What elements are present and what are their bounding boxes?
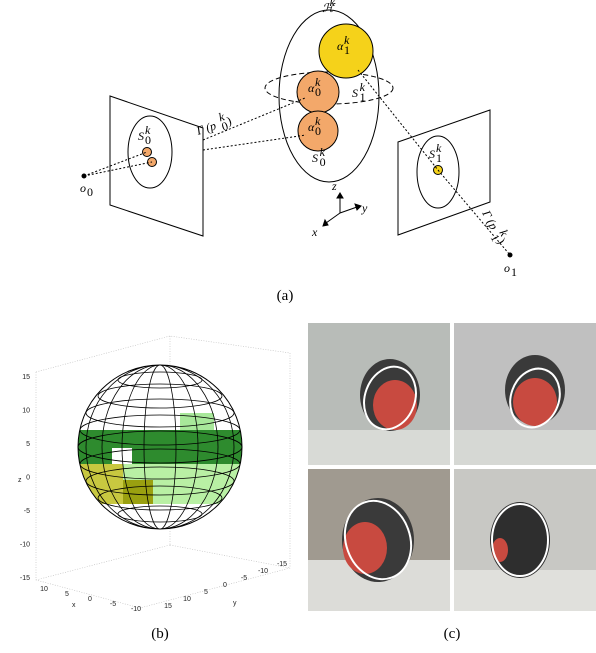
caption-b: (b) [151, 626, 169, 642]
z-tick-label: 10 [22, 408, 30, 415]
label-base: S [429, 147, 435, 161]
label-base: α [308, 120, 315, 134]
label-sub: 1 [511, 265, 517, 279]
label-base: S [312, 151, 318, 165]
y-tick-label: -15 [277, 561, 287, 568]
photo-1 [308, 323, 450, 465]
z-tick-label: 0 [26, 475, 30, 482]
image-plane-1 [398, 110, 490, 235]
y-tick-label: 0 [223, 582, 227, 589]
label-sub: 1 [436, 151, 442, 165]
y-tick-label: 15 [164, 603, 172, 610]
photos [308, 323, 596, 611]
z-tick-label: 5 [26, 441, 30, 448]
label-base: S [352, 86, 358, 100]
x-tick-label: 0 [88, 596, 92, 603]
z-tick-label: -5 [24, 508, 30, 515]
photo-2 [454, 323, 596, 465]
axes-glyph [323, 193, 361, 226]
z-tick-label: -10 [20, 542, 30, 549]
z-tick-label: 15 [22, 374, 30, 381]
x-tick-label: -5 [110, 601, 116, 608]
math-label: z [331, 179, 337, 193]
label-base: y [361, 201, 368, 215]
label-base: x [311, 225, 318, 239]
z-axis-label: z [18, 477, 22, 484]
y-tick-label: 5 [204, 589, 208, 596]
y-tick-label: -5 [241, 575, 247, 582]
z-tick-label: -15 [20, 575, 30, 582]
label-sup: k [330, 0, 336, 9]
math-label: Γ (pk0) [192, 108, 235, 142]
caption-a: (a) [277, 288, 294, 304]
origin-1 [508, 253, 512, 257]
photo-3 [308, 469, 450, 611]
y-tick-label: 10 [183, 596, 191, 603]
label-base: S [138, 129, 144, 143]
photo-4 [454, 469, 596, 611]
y-tick-label: -10 [258, 568, 268, 575]
label-sub: 0 [315, 85, 321, 99]
label-sub: 0 [320, 155, 326, 169]
proj-0a [143, 148, 152, 157]
label-sub: 1 [360, 90, 366, 104]
math-label: ℋk [322, 0, 336, 15]
sphere [78, 365, 242, 529]
origin-0 [82, 174, 86, 178]
label-base: α [308, 81, 315, 95]
math-label: Γ (pk1) [475, 204, 514, 248]
label-sub: 0 [315, 124, 321, 138]
math-label: y [361, 201, 368, 215]
y-axis-label: y [233, 600, 237, 607]
figure: (a) (b) (c) ℋkαk1αk0αk0Sk0Sk1Sk0Sk1Γ (pk… [0, 0, 596, 653]
label-base: Γ (p [479, 207, 501, 232]
caption-c: (c) [444, 626, 461, 642]
label-base: o [504, 261, 510, 275]
x-tick-label: 5 [65, 591, 69, 598]
label-base: o [80, 181, 86, 195]
math-label: x [311, 225, 318, 239]
label-base: z [331, 179, 337, 193]
x-axis-label: x [72, 602, 76, 609]
label-sub: 0 [145, 133, 151, 147]
label-base: α [337, 39, 344, 53]
label-sub: 1 [344, 43, 350, 57]
x-tick-label: 10 [40, 586, 48, 593]
label-sub: 0 [87, 185, 93, 199]
x-tick-label: -10 [131, 606, 141, 613]
